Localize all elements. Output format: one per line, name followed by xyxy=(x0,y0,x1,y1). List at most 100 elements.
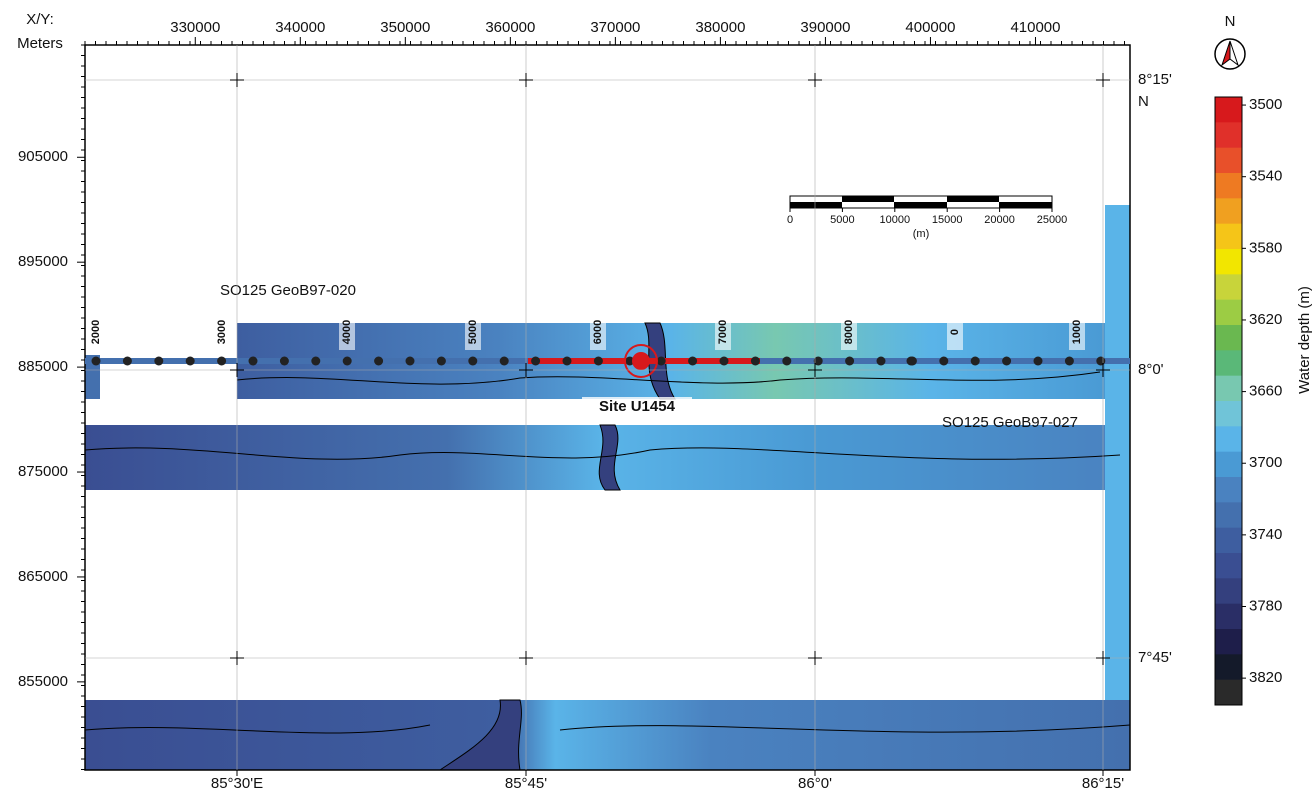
x-tick-label: 400000 xyxy=(905,19,955,36)
shot-dot xyxy=(279,356,289,366)
y-tick-label: 885000 xyxy=(18,358,68,375)
shot-dot xyxy=(1064,356,1074,366)
shot-dot xyxy=(342,356,352,366)
shot-label-bg xyxy=(841,310,857,350)
shot-label-bg xyxy=(590,310,606,350)
profile-label: SO125 GeoB97-020 xyxy=(220,282,356,299)
colorbar-tick-label: 3500 xyxy=(1249,96,1282,113)
shot-dot xyxy=(688,356,698,366)
contour xyxy=(84,724,1131,734)
map-frame xyxy=(84,44,1131,771)
shot-label: 5000 xyxy=(467,320,479,344)
shot-dot xyxy=(970,356,980,366)
y-tick-label: 865000 xyxy=(18,568,68,585)
shot-dot xyxy=(625,356,635,366)
contour xyxy=(236,371,1101,385)
colorbar-block xyxy=(1215,299,1242,326)
colorbar-block xyxy=(1215,629,1242,655)
shot-label-bg xyxy=(339,310,355,350)
shot-dot xyxy=(750,356,760,366)
colorbar-tick-label: 3820 xyxy=(1249,669,1282,686)
colorbar-block xyxy=(1215,198,1242,225)
corner-label: X/Y: xyxy=(26,11,54,28)
scale-tick-label: 10000 xyxy=(880,214,911,226)
colorbar-block xyxy=(1215,97,1242,123)
site-label: Site U1454 xyxy=(599,398,676,415)
lat-label: 7°45' xyxy=(1138,649,1172,666)
shot-dots xyxy=(91,356,1106,366)
colorbar-block xyxy=(1215,679,1242,706)
y-tick-label: 875000 xyxy=(18,463,68,480)
colorbar-tick-label: 3780 xyxy=(1249,597,1282,614)
shot-label: 3000 xyxy=(216,320,228,344)
lon-label: 85°30'E xyxy=(211,775,263,792)
shot-dot xyxy=(405,356,415,366)
profile-label: SO125 GeoB97-027 xyxy=(942,414,1078,431)
colorbar-block xyxy=(1215,451,1242,478)
shot-dot xyxy=(154,356,164,366)
colorbar-block xyxy=(1215,249,1242,275)
colorbar-block xyxy=(1215,274,1242,301)
colorbar-block xyxy=(1215,401,1242,427)
north-arrow xyxy=(1229,40,1239,67)
lat-hemisphere: N xyxy=(1138,93,1149,110)
shot-dot xyxy=(217,356,227,366)
lon-label: 86°15' xyxy=(1082,775,1124,792)
shot-label-bg xyxy=(947,310,963,350)
y-tick-label: 855000 xyxy=(18,673,68,690)
scale-bar-segment xyxy=(842,196,894,202)
shot-dot xyxy=(876,356,886,366)
scale-tick-label: 0 xyxy=(787,214,793,226)
shot-label: 4000 xyxy=(341,320,353,344)
shot-dot xyxy=(939,356,949,366)
shot-dot xyxy=(248,356,258,366)
colorbar-block xyxy=(1215,477,1242,503)
colorbar-block xyxy=(1215,122,1242,149)
shot-label-bg xyxy=(1069,310,1085,350)
shot-dot xyxy=(185,356,195,366)
x-tick-label: 380000 xyxy=(695,19,745,36)
colorbar-tick-label: 3700 xyxy=(1249,454,1282,471)
scale-bar-segment xyxy=(947,196,999,202)
x-tick-label: 410000 xyxy=(1010,19,1060,36)
x-tick-label: 350000 xyxy=(380,19,430,36)
colorbar-block xyxy=(1215,147,1242,174)
shot-dot xyxy=(719,356,729,366)
shot-label: 0 xyxy=(949,329,961,335)
x-tick-label: 360000 xyxy=(485,19,535,36)
site-label-bg xyxy=(582,397,692,416)
colorbar-tick-label: 3580 xyxy=(1249,239,1282,256)
scale-tick-label: 25000 xyxy=(1037,214,1068,226)
shot-dot xyxy=(91,356,101,366)
colorbar-tick-label: 3660 xyxy=(1249,383,1282,400)
shot-label: 6000 xyxy=(592,320,604,344)
colorbar-block xyxy=(1215,325,1242,351)
shot-dot xyxy=(531,356,541,366)
scale-bar-segment xyxy=(790,202,842,208)
colorbar-block xyxy=(1215,350,1242,377)
scale-tick-label: 15000 xyxy=(932,214,963,226)
shot-dot xyxy=(593,356,603,366)
shot-dot xyxy=(122,356,132,366)
colorbar-block xyxy=(1215,527,1242,554)
colorbar-block xyxy=(1215,603,1242,630)
y-tick-label: 905000 xyxy=(18,148,68,165)
shot-dot xyxy=(906,356,916,366)
colorbar-block xyxy=(1215,654,1242,681)
scale-tick-label: 5000 xyxy=(830,214,854,226)
colorbar-block xyxy=(1215,553,1242,579)
shot-dot xyxy=(656,356,666,366)
scale-bar-unit: (m) xyxy=(913,228,930,240)
scale-bar-segment xyxy=(999,202,1052,208)
shot-label: 8000 xyxy=(843,320,855,344)
colorbar-tick-label: 3620 xyxy=(1249,311,1282,328)
shot-label-bg xyxy=(88,310,104,350)
x-tick-label: 330000 xyxy=(170,19,220,36)
shot-dot xyxy=(782,356,792,366)
shot-dot xyxy=(374,356,384,366)
colorbar-block xyxy=(1215,375,1242,402)
shot-label: 1000 xyxy=(1071,320,1083,344)
site-marker xyxy=(632,352,650,370)
